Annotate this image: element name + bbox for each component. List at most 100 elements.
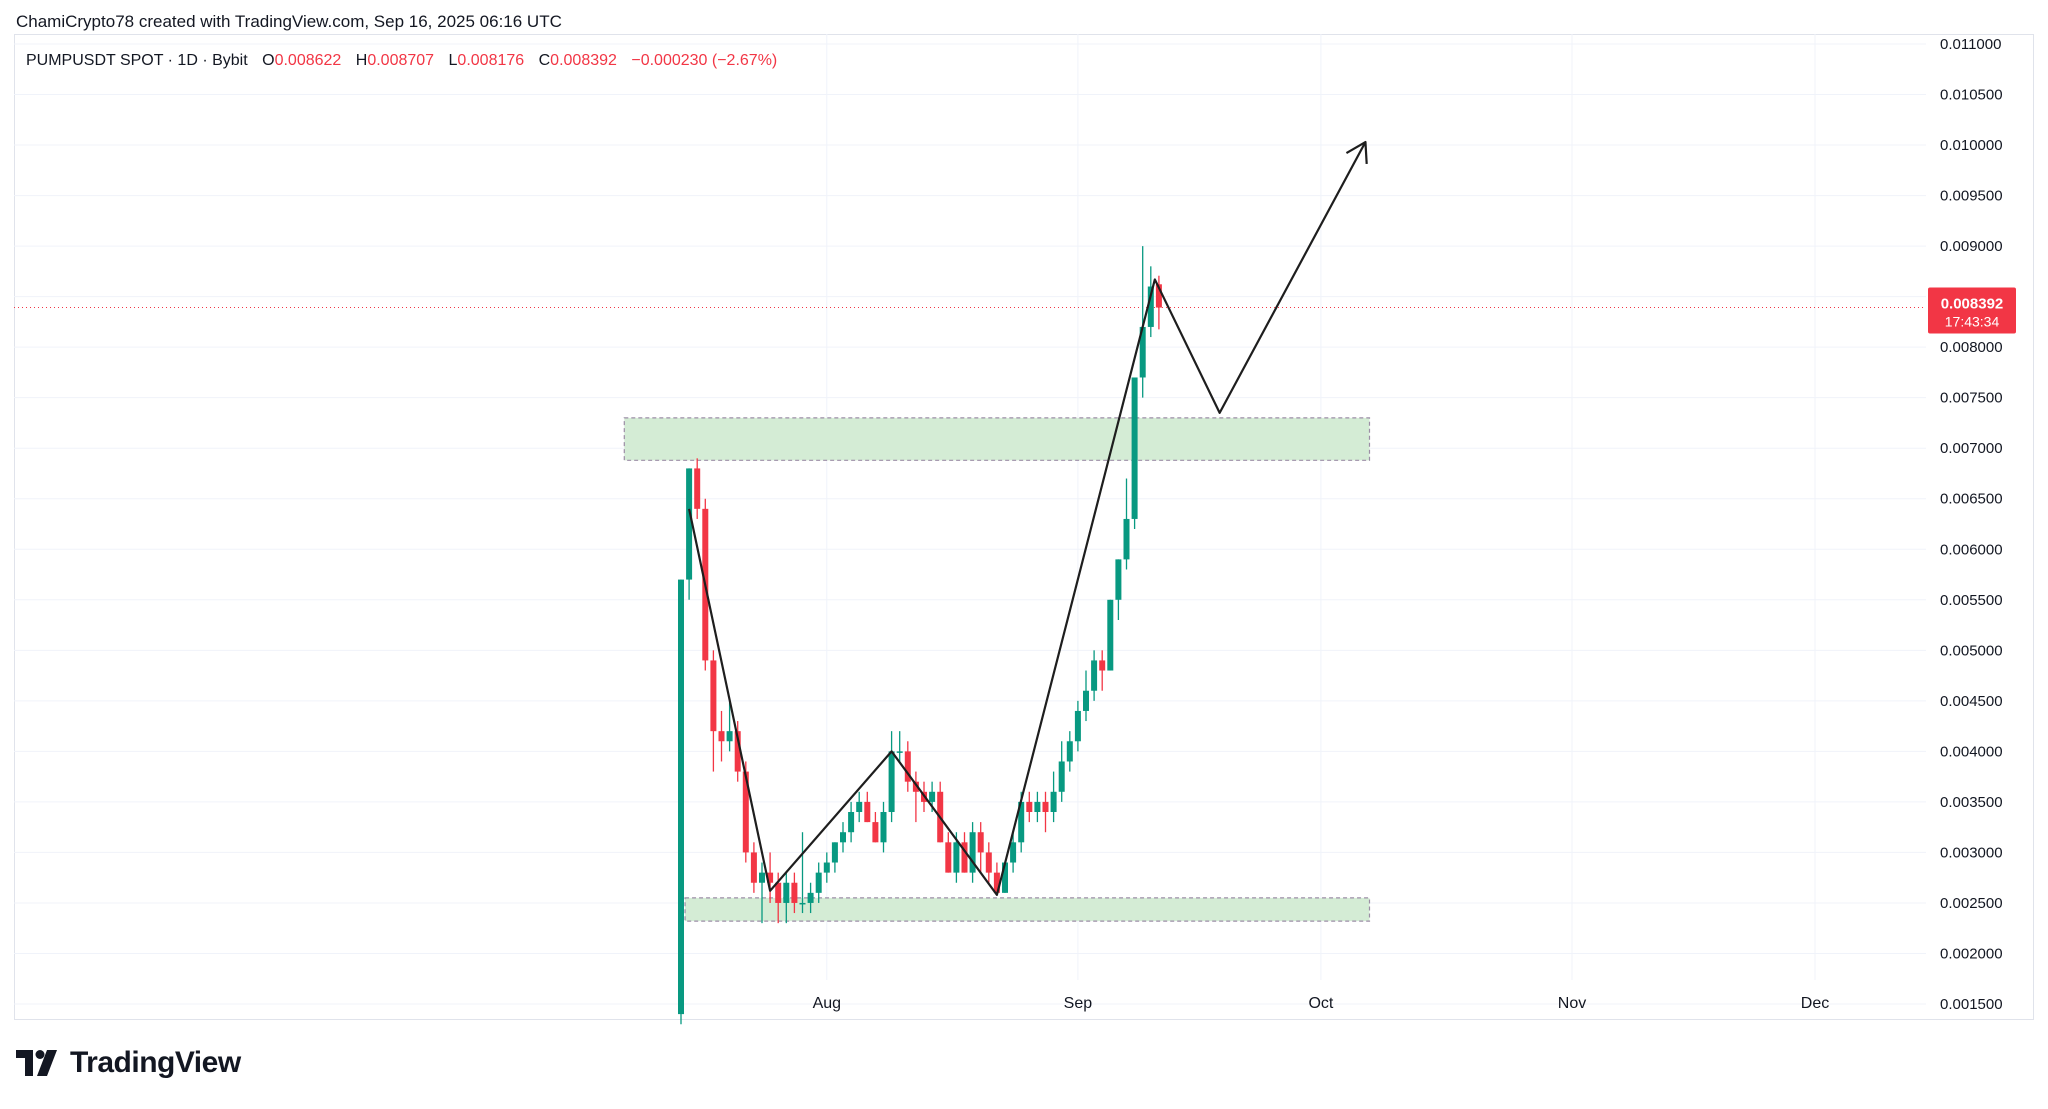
- candle[interactable]: [1042, 791, 1049, 833]
- candle[interactable]: [896, 731, 903, 762]
- candle[interactable]: [1026, 791, 1033, 823]
- candle[interactable]: [1107, 599, 1114, 671]
- candle-body: [791, 882, 798, 903]
- candle[interactable]: [791, 872, 798, 914]
- candle-body: [1042, 801, 1049, 812]
- chart-attribution: ChamiCrypto78 created with TradingView.c…: [16, 12, 562, 31]
- candle[interactable]: [1050, 771, 1057, 823]
- candle[interactable]: [815, 862, 822, 903]
- candle[interactable]: [1099, 650, 1106, 691]
- candle[interactable]: [807, 882, 814, 914]
- candle-body: [848, 812, 855, 833]
- candle-body: [888, 751, 895, 812]
- candle-body: [823, 862, 830, 873]
- tradingview-logo[interactable]: TradingView: [16, 1046, 241, 1080]
- candle[interactable]: [888, 731, 895, 823]
- candle[interactable]: [759, 862, 765, 924]
- candle[interactable]: [1131, 377, 1138, 530]
- candle[interactable]: [904, 741, 911, 792]
- candle-body: [872, 822, 879, 843]
- candle-body: [1018, 801, 1025, 843]
- candle[interactable]: [1010, 832, 1017, 873]
- time-tick-label: Aug: [813, 995, 841, 1012]
- candle[interactable]: [969, 822, 976, 883]
- candle-body: [953, 842, 960, 873]
- candle[interactable]: [750, 842, 757, 893]
- candle-body: [977, 832, 984, 853]
- candle[interactable]: [686, 468, 693, 600]
- legend-high-value: 0.008707: [367, 52, 435, 69]
- projection-drawing: [688, 140, 1368, 896]
- candle[interactable]: [1123, 478, 1130, 570]
- candle-body: [1099, 660, 1106, 671]
- candle[interactable]: [1058, 741, 1065, 802]
- candle[interactable]: [1139, 246, 1146, 398]
- candle-body: [726, 731, 733, 742]
- support-zone[interactable]: [684, 897, 1371, 922]
- candle[interactable]: [985, 842, 992, 883]
- candle[interactable]: [710, 650, 717, 772]
- price-tick-label: 0.010000: [1940, 137, 2003, 154]
- candle-body: [1010, 842, 1017, 863]
- candle[interactable]: [840, 822, 846, 853]
- candle-body: [718, 731, 725, 742]
- chart-pane[interactable]: [14, 34, 2034, 1020]
- price-tick-label: 0.002000: [1940, 945, 2003, 962]
- price-tick-label: 0.007500: [1940, 390, 2003, 407]
- candle[interactable]: [823, 852, 830, 883]
- time-tick-label: Oct: [1308, 995, 1333, 1012]
- price-axis: 0.011000 0.010500 0.010000 0.009500 0.009000…: [1940, 36, 2003, 1013]
- price-tick-label: 0.009000: [1940, 238, 2003, 255]
- projection-path[interactable]: [688, 141, 1367, 896]
- candle-body: [993, 872, 1000, 893]
- price-tick-label: 0.005000: [1940, 642, 2003, 659]
- candle[interactable]: [694, 458, 701, 519]
- candle[interactable]: [856, 791, 863, 823]
- candle-body: [1058, 761, 1065, 792]
- candle[interactable]: [1066, 731, 1073, 772]
- candle[interactable]: [799, 832, 806, 914]
- legend-symbol[interactable]: PUMPUSDT SPOT · 1D · Bybit: [26, 52, 248, 69]
- legend-low-value: 0.008176: [457, 52, 525, 69]
- grid-lines: [14, 34, 1926, 1005]
- candle[interactable]: [880, 801, 887, 853]
- candle[interactable]: [1074, 700, 1081, 752]
- candle[interactable]: [864, 791, 871, 823]
- price-tick-label: 0.003000: [1940, 844, 2003, 861]
- candle[interactable]: [937, 781, 944, 843]
- candle-body: [694, 468, 701, 509]
- candle[interactable]: [1034, 791, 1041, 823]
- candle[interactable]: [1115, 559, 1122, 620]
- candle[interactable]: [872, 812, 879, 843]
- price-tick-label: 0.005500: [1940, 592, 2003, 609]
- candle[interactable]: [977, 822, 984, 873]
- candle[interactable]: [734, 721, 741, 782]
- candle[interactable]: [831, 842, 838, 873]
- candle-body: [742, 771, 749, 853]
- legend-open-value: 0.008622: [274, 52, 342, 69]
- candle-body: [678, 579, 684, 1015]
- candle-body: [945, 842, 952, 873]
- candle[interactable]: [912, 771, 919, 823]
- candle[interactable]: [993, 862, 1000, 893]
- candle[interactable]: [726, 700, 733, 752]
- candle[interactable]: [783, 872, 790, 924]
- candle-body: [985, 852, 992, 873]
- candle[interactable]: [1155, 275, 1162, 330]
- candle-body: [896, 751, 903, 753]
- candle[interactable]: [1083, 670, 1089, 722]
- candle-body: [864, 801, 871, 823]
- price-badge-countdown: 17:43:34: [1945, 314, 2000, 330]
- candle[interactable]: [718, 710, 725, 762]
- candle[interactable]: [1147, 266, 1154, 338]
- candle[interactable]: [678, 579, 684, 1025]
- candle-body: [880, 812, 887, 843]
- candle[interactable]: [945, 832, 952, 873]
- candle[interactable]: [1091, 650, 1098, 701]
- candle-body: [840, 832, 846, 843]
- resistance-zone[interactable]: [623, 417, 1371, 461]
- candle[interactable]: [767, 852, 774, 903]
- candle[interactable]: [848, 801, 855, 843]
- price-badge-value: 0.008392: [1941, 296, 2004, 313]
